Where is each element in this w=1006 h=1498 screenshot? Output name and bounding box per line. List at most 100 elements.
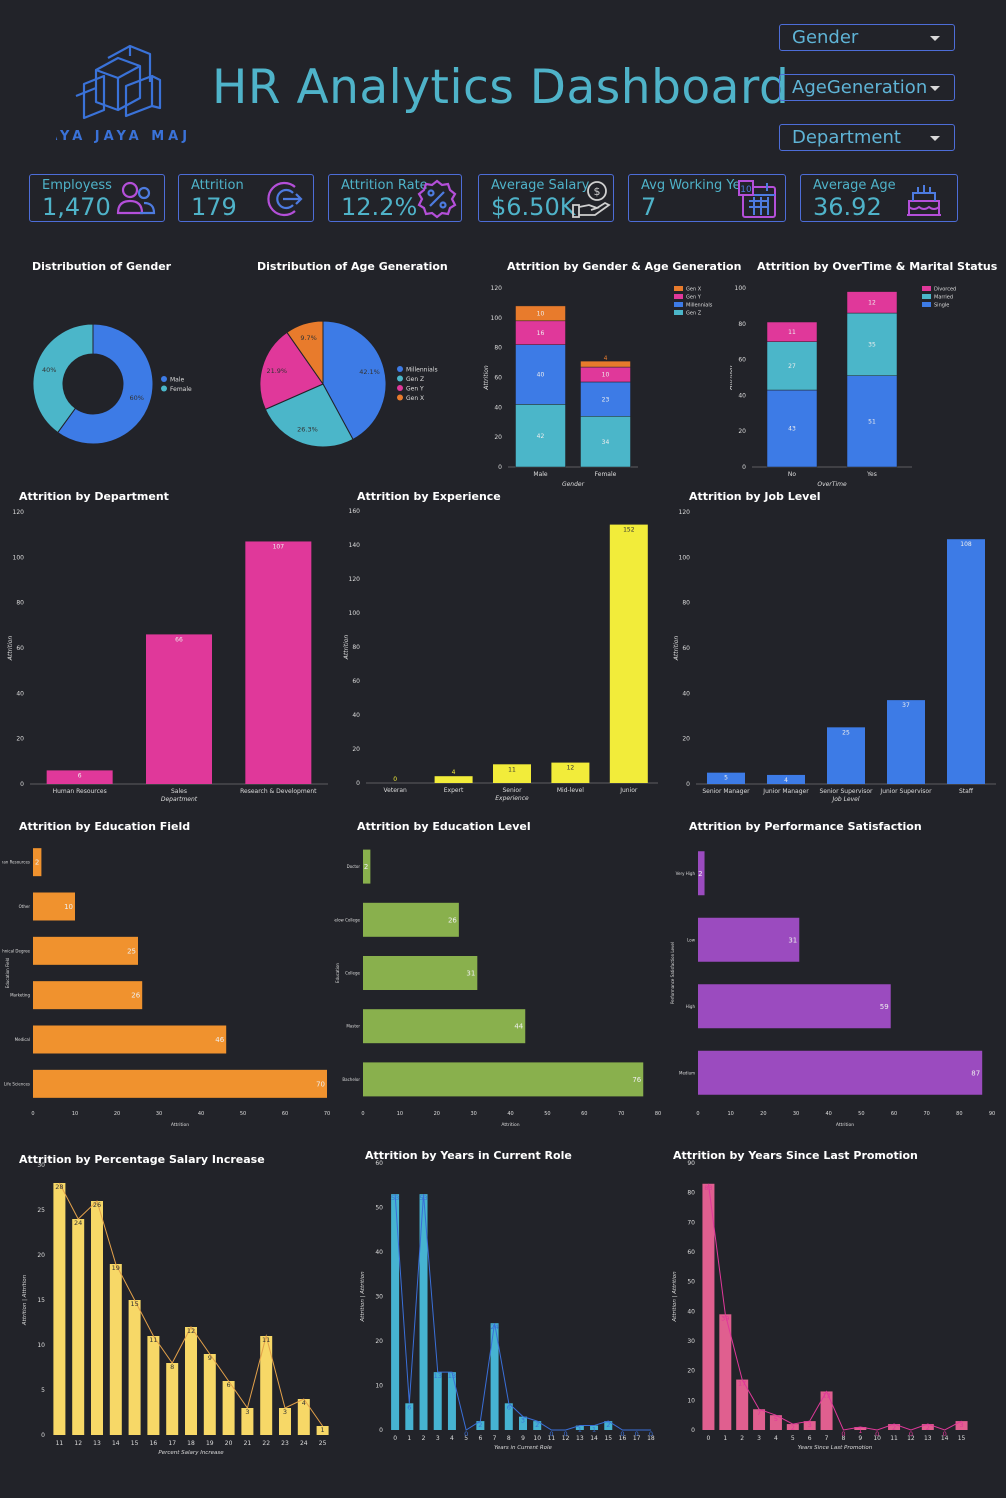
y-tick-label: 20	[682, 736, 690, 743]
calendar-icon: 10	[738, 180, 776, 218]
x-axis-title: Attrition	[836, 1122, 854, 1128]
legend-label: Gen X	[406, 395, 424, 402]
kpi-card-employees: Employess 1,470	[29, 174, 165, 222]
age-generation-pie-chart: 42.1% 26.3% 21.9% 9.7% Millennials Gen Z Gen Y…	[259, 320, 438, 448]
x-tick-label: 0	[361, 1111, 364, 1117]
x-tick-label: 0	[696, 1111, 699, 1117]
y-tick-label: 20	[687, 1368, 695, 1375]
bar	[72, 1219, 85, 1435]
x-axis-title: Gender	[562, 481, 585, 488]
line-data-label: 3	[245, 1408, 249, 1416]
pie-slice	[259, 331, 324, 411]
kpi-label: Avg Working Year	[641, 178, 754, 193]
y-tick-label: 60	[375, 1160, 383, 1167]
bar	[433, 1372, 442, 1430]
line-data-label: 0	[620, 1430, 624, 1438]
y-axis-title: Education Field	[5, 957, 10, 988]
line-data-label: 3	[283, 1408, 287, 1416]
x-tick-label: 17	[633, 1435, 641, 1442]
y-tick-label: 90	[687, 1160, 695, 1167]
y-tick-label: Marketing	[10, 993, 30, 998]
stacked-bar-segment	[766, 341, 818, 391]
y-axis-title: Attrition	[7, 636, 14, 662]
bar-data-label: 76	[632, 1076, 641, 1084]
bar-data-label: 31	[788, 936, 797, 944]
bar	[405, 1403, 414, 1430]
line-data-label: 24	[74, 1219, 82, 1227]
legend-label: Single	[934, 303, 949, 309]
bar	[419, 1194, 428, 1430]
line-data-label: 13	[434, 1372, 442, 1380]
bar	[609, 524, 648, 783]
x-tick-label: 60	[891, 1111, 897, 1117]
kpi-value: 36.92	[813, 193, 882, 221]
y-tick-label: 100	[13, 554, 25, 561]
bar	[33, 892, 75, 921]
stacked-bar-segment	[846, 375, 898, 468]
legend-label: Gen X	[686, 287, 702, 293]
bar	[786, 1424, 799, 1430]
gender-filter-dropdown[interactable]: Gender	[779, 24, 955, 51]
bar	[575, 1425, 584, 1430]
bar	[363, 956, 478, 990]
y-tick-label: 30	[375, 1294, 383, 1301]
x-tick-label: 7	[825, 1435, 829, 1442]
exit-arrow-icon	[267, 181, 303, 217]
bar-data-label: 2	[698, 870, 702, 878]
bar-data-label: 34	[602, 439, 610, 446]
department-filter-dropdown[interactable]: Department	[779, 124, 955, 151]
y-tick-label: 30	[687, 1338, 695, 1345]
line-data-label: 2	[478, 1421, 482, 1429]
legend-marker	[161, 385, 167, 392]
bar-data-label: 59	[880, 1003, 889, 1011]
bar	[434, 776, 473, 783]
bar	[33, 936, 138, 965]
bar	[391, 1194, 400, 1430]
svg-text:10: 10	[740, 185, 752, 195]
line-data-label: 3	[959, 1421, 963, 1429]
kpi-label: Attrition	[191, 178, 244, 193]
trend-line	[58, 1182, 324, 1427]
legend-marker	[397, 394, 403, 401]
bar	[702, 1183, 715, 1430]
line-data-label: 0	[464, 1430, 468, 1438]
bar-data-label: 10	[537, 311, 545, 318]
legend-marker	[674, 302, 683, 307]
x-tick-label: 40	[825, 1111, 831, 1117]
y-axis-title: Education	[335, 963, 340, 983]
bar-data-label: 23	[602, 396, 610, 403]
y-tick-label: 40	[352, 712, 360, 719]
y-tick-label: 80	[352, 644, 360, 651]
bar-data-label: 37	[902, 702, 910, 709]
x-tick-label: 60	[282, 1111, 288, 1117]
y-tick-label: 20	[352, 746, 360, 753]
bar	[698, 917, 800, 962]
x-tick-label: 60	[581, 1111, 587, 1117]
x-tick-label: Junior Supervisor	[879, 788, 932, 795]
bar	[854, 1427, 867, 1430]
bar	[921, 1424, 934, 1430]
y-tick-label: 10	[37, 1342, 45, 1349]
kpi-value: 1,470	[42, 193, 111, 221]
bar	[363, 902, 459, 937]
x-tick-label: 2	[422, 1435, 426, 1442]
bar-data-label: 42	[537, 433, 545, 440]
line-data-label: 24	[490, 1323, 498, 1331]
bar-data-label: 51	[868, 419, 876, 426]
chart-title-department: Attrition by Department	[19, 490, 169, 503]
legend-label: Gen Y	[686, 295, 702, 301]
kpi-value: 179	[191, 193, 237, 221]
bar-data-label: 44	[514, 1023, 523, 1031]
pie-slice	[286, 320, 324, 386]
y-tick-label: 50	[375, 1205, 383, 1212]
page-title: HR Analytics Dashboard	[212, 60, 790, 115]
y-tick-label: Medical	[15, 1037, 30, 1042]
y-tick-label: Technical Degree	[2, 948, 31, 953]
stacked-bar-segment	[766, 389, 818, 468]
x-tick-label: 30	[156, 1111, 162, 1117]
y-tick-label: 60	[352, 678, 360, 685]
pie-slice-label: 9.7%	[300, 334, 317, 342]
x-axis-title: Job Level	[831, 796, 859, 803]
age-generation-filter-dropdown[interactable]: AgeGeneration	[779, 74, 955, 101]
bar	[719, 1314, 732, 1430]
